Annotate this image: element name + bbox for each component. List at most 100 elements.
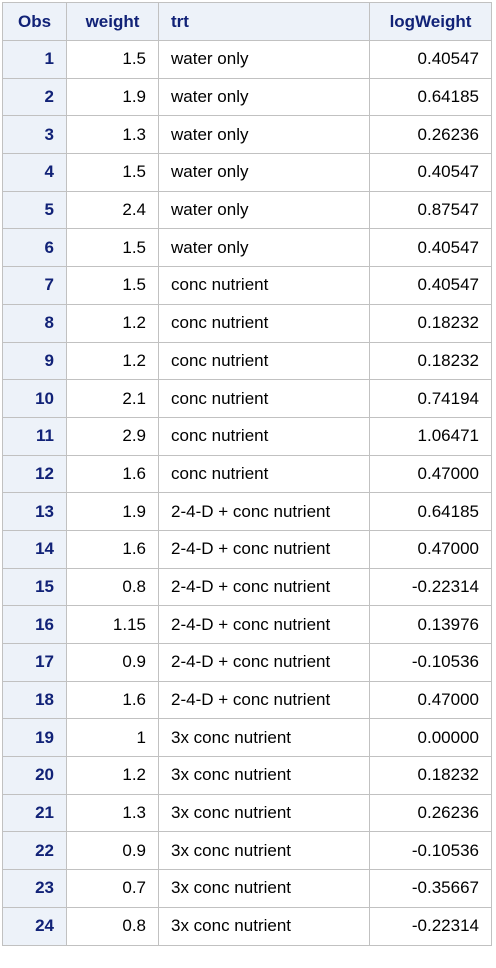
table-row: 19 1 3x conc nutrient 0.00000 [2,718,492,758]
column-header-logweight: logWeight [369,2,492,41]
cell-weight: 1.2 [66,303,159,343]
cell-logweight: -0.35667 [369,869,492,908]
cell-trt: 2-4-D + conc nutrient [158,643,370,682]
cell-weight: 1.2 [66,341,159,381]
cell-obs: 18 [2,680,67,720]
data-table: Obs weight trt logWeight 1 1.5 water only 0… [2,2,492,946]
cell-trt: water only [158,228,370,268]
cell-trt: water only [158,153,370,192]
cell-trt: 3x conc nutrient [158,869,370,908]
cell-logweight: 0.47000 [369,454,492,494]
cell-weight: 2.4 [66,190,159,230]
cell-trt: 3x conc nutrient [158,831,370,871]
cell-weight: 1.2 [66,756,159,795]
cell-obs: 24 [2,906,67,946]
cell-weight: 1.6 [66,680,159,720]
cell-trt: water only [158,77,370,117]
cell-weight: 0.8 [66,567,159,607]
table-row: 22 0.9 3x conc nutrient -0.10536 [2,831,492,871]
cell-weight: 2.9 [66,416,159,456]
table-row: 3 1.3 water only 0.26236 [2,115,492,155]
cell-weight: 1.15 [66,605,159,644]
cell-obs: 7 [2,266,67,305]
table-row: 21 1.3 3x conc nutrient 0.26236 [2,793,492,833]
cell-trt: 3x conc nutrient [158,756,370,795]
cell-weight: 0.8 [66,906,159,946]
cell-logweight: 0.47000 [369,529,492,569]
column-header-obs: Obs [2,2,67,41]
table-row: 12 1.6 conc nutrient 0.47000 [2,454,492,494]
cell-obs: 23 [2,869,67,908]
cell-weight: 1.9 [66,492,159,531]
table-row: 10 2.1 conc nutrient 0.74194 [2,379,492,418]
cell-weight: 2.1 [66,379,159,418]
cell-trt: conc nutrient [158,454,370,494]
cell-weight: 1.3 [66,115,159,155]
cell-logweight: 0.26236 [369,115,492,155]
cell-logweight: 0.64185 [369,492,492,531]
cell-weight: 1.6 [66,454,159,494]
cell-obs: 4 [2,153,67,192]
cell-obs: 21 [2,793,67,833]
cell-logweight: 0.40547 [369,153,492,192]
cell-weight: 0.9 [66,643,159,682]
cell-weight: 0.7 [66,869,159,908]
cell-trt: conc nutrient [158,379,370,418]
cell-obs: 20 [2,756,67,795]
table-row: 1 1.5 water only 0.40547 [2,40,492,79]
header-row: Obs weight trt logWeight [2,2,492,41]
cell-obs: 5 [2,190,67,230]
cell-obs: 12 [2,454,67,494]
table-row: 17 0.9 2-4-D + conc nutrient -0.10536 [2,643,492,682]
cell-obs: 8 [2,303,67,343]
table-row: 8 1.2 conc nutrient 0.18232 [2,303,492,343]
cell-trt: conc nutrient [158,341,370,381]
cell-obs: 1 [2,40,67,79]
cell-trt: 2-4-D + conc nutrient [158,680,370,720]
cell-obs: 17 [2,643,67,682]
cell-trt: conc nutrient [158,266,370,305]
cell-logweight: 0.18232 [369,303,492,343]
cell-obs: 3 [2,115,67,155]
table-row: 5 2.4 water only 0.87547 [2,190,492,230]
cell-logweight: 0.40547 [369,266,492,305]
cell-trt: water only [158,115,370,155]
cell-logweight: 0.74194 [369,379,492,418]
cell-trt: water only [158,40,370,79]
cell-trt: 2-4-D + conc nutrient [158,605,370,644]
cell-logweight: 0.64185 [369,77,492,117]
cell-weight: 1.5 [66,228,159,268]
cell-weight: 1 [66,718,159,758]
cell-weight: 0.9 [66,831,159,871]
cell-weight: 1.5 [66,266,159,305]
cell-trt: water only [158,190,370,230]
cell-trt: 3x conc nutrient [158,793,370,833]
cell-weight: 1.5 [66,153,159,192]
cell-obs: 10 [2,379,67,418]
cell-weight: 1.5 [66,40,159,79]
table-row: 23 0.7 3x conc nutrient -0.35667 [2,869,492,908]
table-row: 16 1.15 2-4-D + conc nutrient 0.13976 [2,605,492,644]
table-row: 7 1.5 conc nutrient 0.40547 [2,266,492,305]
cell-trt: 2-4-D + conc nutrient [158,529,370,569]
table-row: 6 1.5 water only 0.40547 [2,228,492,268]
cell-weight: 1.9 [66,77,159,117]
table-row: 18 1.6 2-4-D + conc nutrient 0.47000 [2,680,492,720]
cell-logweight: 0.13976 [369,605,492,644]
cell-trt: 2-4-D + conc nutrient [158,492,370,531]
table-row: 15 0.8 2-4-D + conc nutrient -0.22314 [2,567,492,607]
cell-obs: 16 [2,605,67,644]
cell-logweight: -0.22314 [369,567,492,607]
cell-trt: 2-4-D + conc nutrient [158,567,370,607]
cell-trt: 3x conc nutrient [158,906,370,946]
cell-logweight: 1.06471 [369,416,492,456]
cell-logweight: 0.26236 [369,793,492,833]
column-header-weight: weight [66,2,159,41]
cell-logweight: 0.47000 [369,680,492,720]
cell-logweight: 0.40547 [369,228,492,268]
table-row: 14 1.6 2-4-D + conc nutrient 0.47000 [2,529,492,569]
cell-logweight: -0.10536 [369,643,492,682]
cell-trt: conc nutrient [158,416,370,456]
column-header-trt: trt [158,2,370,41]
cell-logweight: 0.18232 [369,756,492,795]
